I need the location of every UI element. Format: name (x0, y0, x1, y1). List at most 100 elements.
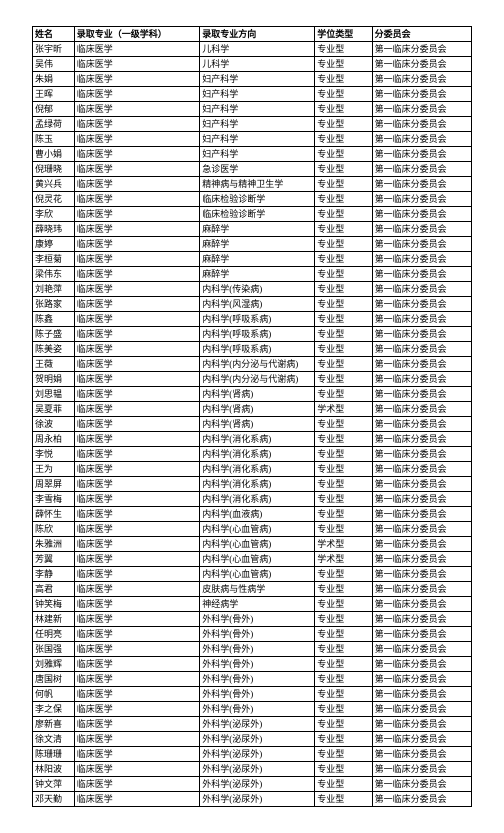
cell: 临床医学 (74, 492, 199, 507)
table-row: 王薇临床医学内科学(内分泌与代谢病)专业型第一临床分委员会 (33, 357, 472, 372)
col-header-2: 录取专业方向 (200, 27, 315, 42)
cell: 麻醉学 (200, 267, 315, 282)
cell: 吴夏菲 (33, 402, 75, 417)
cell: 临床医学 (74, 447, 199, 462)
cell: 临床医学 (74, 372, 199, 387)
cell: 临床医学 (74, 42, 199, 57)
cell: 临床医学 (74, 672, 199, 687)
cell: 专业型 (315, 567, 372, 582)
cell: 钟笑梅 (33, 597, 75, 612)
cell: 邓天勤 (33, 792, 75, 807)
cell: 专业型 (315, 42, 372, 57)
cell: 内科学(心血管病) (200, 522, 315, 537)
cell: 临床医学 (74, 642, 199, 657)
cell: 专业型 (315, 612, 372, 627)
cell: 李静 (33, 567, 75, 582)
cell: 第一临床分委员会 (372, 207, 471, 222)
table-row: 芳翼临床医学内科学(心血管病)学术型第一临床分委员会 (33, 552, 472, 567)
cell: 张宇昕 (33, 42, 75, 57)
table-row: 何帆临床医学外科学(骨外)专业型第一临床分委员会 (33, 687, 472, 702)
cell: 第一临床分委员会 (372, 297, 471, 312)
table-row: 张路家临床医学内科学(风湿病)专业型第一临床分委员会 (33, 297, 472, 312)
table-row: 李欣临床医学临床检验诊断学专业型第一临床分委员会 (33, 207, 472, 222)
cell: 专业型 (315, 792, 372, 807)
cell: 内科学(消化系病) (200, 447, 315, 462)
cell: 外科学(骨外) (200, 672, 315, 687)
cell: 第一临床分委员会 (372, 537, 471, 552)
table-row: 李桓菊临床医学麻醉学专业型第一临床分委员会 (33, 252, 472, 267)
cell: 林阳波 (33, 762, 75, 777)
cell: 临床医学 (74, 762, 199, 777)
col-header-3: 学位类型 (315, 27, 372, 42)
cell: 专业型 (315, 387, 372, 402)
cell: 第一临床分委员会 (372, 267, 471, 282)
cell: 临床医学 (74, 222, 199, 237)
cell: 第一临床分委员会 (372, 687, 471, 702)
cell: 刘艳萍 (33, 282, 75, 297)
cell: 临床医学 (74, 162, 199, 177)
cell: 临床医学 (74, 342, 199, 357)
cell: 神经病学 (200, 597, 315, 612)
cell: 贺明娟 (33, 372, 75, 387)
cell: 内科学(风湿病) (200, 297, 315, 312)
cell: 专业型 (315, 777, 372, 792)
cell: 第一临床分委员会 (372, 327, 471, 342)
cell: 专业型 (315, 162, 372, 177)
cell: 专业型 (315, 597, 372, 612)
cell: 陈玉 (33, 132, 75, 147)
cell: 专业型 (315, 642, 372, 657)
table-row: 陈美姿临床医学内科学(呼吸系病)专业型第一临床分委员会 (33, 342, 472, 357)
cell: 张路家 (33, 297, 75, 312)
cell: 专业型 (315, 417, 372, 432)
cell: 李悦 (33, 447, 75, 462)
cell: 临床医学 (74, 462, 199, 477)
cell: 临床医学 (74, 747, 199, 762)
cell: 专业型 (315, 372, 372, 387)
cell: 刘思韫 (33, 387, 75, 402)
cell: 李桓菊 (33, 252, 75, 267)
cell: 第一临床分委员会 (372, 222, 471, 237)
cell: 临床医学 (74, 657, 199, 672)
cell: 临床医学 (74, 312, 199, 327)
cell: 专业型 (315, 672, 372, 687)
cell: 临床医学 (74, 507, 199, 522)
cell: 第一临床分委员会 (372, 387, 471, 402)
table-row: 黄兴兵临床医学精神病与精神卫生学专业型第一临床分委员会 (33, 177, 472, 192)
cell: 专业型 (315, 762, 372, 777)
cell: 内科学(肾病) (200, 402, 315, 417)
table-row: 孟绿荷临床医学妇产科学专业型第一临床分委员会 (33, 117, 472, 132)
cell: 临床医学 (74, 357, 199, 372)
cell: 学术型 (315, 552, 372, 567)
cell: 王为 (33, 462, 75, 477)
cell: 内科学(消化系病) (200, 432, 315, 447)
cell: 临床医学 (74, 687, 199, 702)
cell: 第一临床分委员会 (372, 192, 471, 207)
table-row: 钟文萍临床医学外科学(泌尿外)专业型第一临床分委员会 (33, 777, 472, 792)
cell: 内科学(心血管病) (200, 567, 315, 582)
cell: 第一临床分委员会 (372, 72, 471, 87)
cell: 王晖 (33, 87, 75, 102)
table-row: 徐文清临床医学外科学(泌尿外)专业型第一临床分委员会 (33, 732, 472, 747)
cell: 临床医学 (74, 597, 199, 612)
cell: 梁伟东 (33, 267, 75, 282)
table-row: 陈欣临床医学内科学(心血管病)专业型第一临床分委员会 (33, 522, 472, 537)
table-row: 钟笑梅临床医学神经病学专业型第一临床分委员会 (33, 597, 472, 612)
cell: 专业型 (315, 117, 372, 132)
cell: 孟绿荷 (33, 117, 75, 132)
table-row: 刘思韫临床医学内科学(肾病)专业型第一临床分委员会 (33, 387, 472, 402)
cell: 儿科学 (200, 42, 315, 57)
table-row: 薛晓玮临床医学麻醉学专业型第一临床分委员会 (33, 222, 472, 237)
cell: 外科学(骨外) (200, 642, 315, 657)
cell: 第一临床分委员会 (372, 282, 471, 297)
admission-table: 姓名录取专业（一级学科）录取专业方向学位类型分委员会 张宇昕临床医学儿科学专业型… (32, 26, 472, 807)
table-row: 刘艳萍临床医学内科学(传染病)专业型第一临床分委员会 (33, 282, 472, 297)
cell: 第一临床分委员会 (372, 717, 471, 732)
cell: 朱娟 (33, 72, 75, 87)
cell: 第一临床分委员会 (372, 162, 471, 177)
cell: 陈欣 (33, 522, 75, 537)
table-row: 李静临床医学内科学(心血管病)专业型第一临床分委员会 (33, 567, 472, 582)
cell: 临床医学 (74, 57, 199, 72)
cell: 李欣 (33, 207, 75, 222)
cell: 专业型 (315, 342, 372, 357)
cell: 周永柏 (33, 432, 75, 447)
